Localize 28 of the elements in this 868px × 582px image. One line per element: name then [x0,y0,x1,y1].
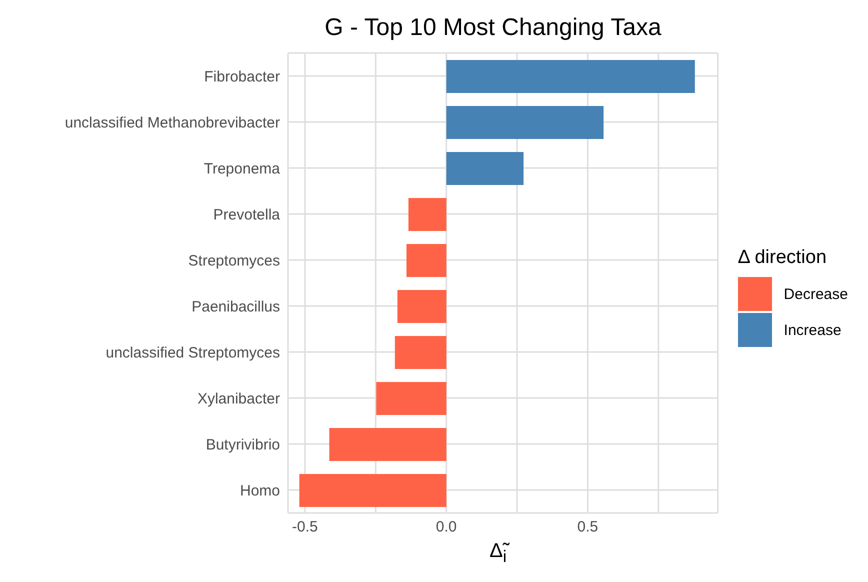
legend-title: Δ direction [738,247,828,269]
y-tick-label: Homo [240,482,280,500]
bar [446,152,524,185]
bar [299,474,446,507]
x-tick-label: 0.5 [577,518,598,536]
bar [446,60,695,93]
chart-title: G - Top 10 Most Changing Taxa [324,13,662,43]
x-tick-label: -0.5 [292,518,318,536]
x-tick-label: 0.0 [436,518,457,536]
legend-label: Decrease [784,286,848,302]
y-tick-label: Prevotella [213,206,281,224]
y-tick-label: Fibrobacter [204,68,280,86]
y-tick-label: unclassified Streptomyces [106,344,280,362]
bar [376,382,446,415]
bar [408,198,446,231]
bar [329,428,446,461]
bar [397,290,446,323]
y-tick-label: unclassified Methanobrevibacter [64,114,280,132]
y-tick-label: Butyrivibrio [206,436,280,454]
bar [406,244,446,277]
legend-label: Increase [784,322,842,338]
y-tick-label: Xylanibacter [197,390,280,408]
bar [446,106,604,139]
x-axis-title: Δ̃$_{i}$ [488,540,511,567]
bar [394,336,446,369]
y-tick-label: Paenibacillus [192,298,280,316]
y-tick-label: Treponema [204,160,281,178]
y-tick-label: Streptomyces [188,252,280,270]
